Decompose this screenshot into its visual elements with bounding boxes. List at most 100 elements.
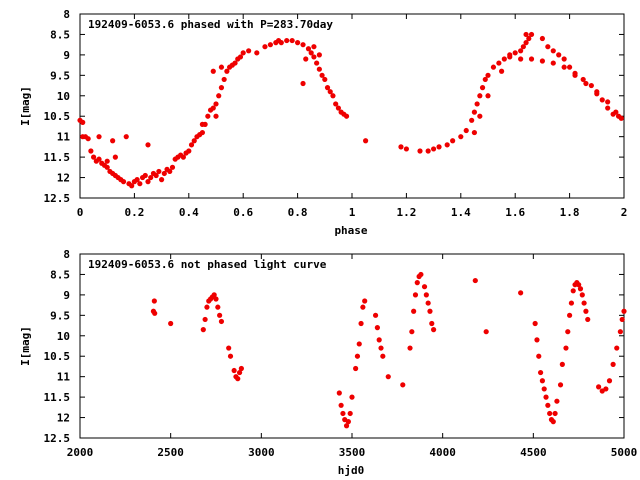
data-point	[345, 419, 351, 425]
data-point	[356, 341, 362, 347]
x-tick-label: 4000	[429, 446, 456, 459]
data-point	[518, 290, 524, 296]
y-tick-label: 12.5	[44, 432, 71, 445]
data-point	[528, 56, 535, 62]
y-tick-label: 11	[57, 131, 71, 144]
data-point	[152, 310, 158, 316]
data-point	[418, 271, 424, 278]
data-point	[308, 50, 314, 56]
data-point	[469, 117, 475, 123]
data-point	[545, 402, 551, 408]
data-point	[267, 42, 273, 48]
data-point	[231, 367, 237, 374]
data-point	[186, 148, 192, 154]
data-point	[330, 93, 336, 99]
x-tick-label: 3000	[248, 446, 275, 459]
data-point	[254, 50, 260, 56]
data-point	[123, 134, 129, 140]
data-point	[385, 374, 391, 380]
data-point	[610, 361, 616, 367]
data-point	[501, 56, 507, 62]
data-point	[472, 277, 478, 284]
data-point	[354, 353, 361, 359]
data-point	[210, 68, 216, 74]
data-point	[324, 85, 331, 91]
data-point	[518, 48, 524, 54]
data-point	[338, 402, 344, 408]
data-point	[583, 80, 589, 87]
x-tick-label: 1	[349, 206, 356, 219]
data-point	[407, 345, 413, 351]
data-point	[583, 308, 589, 314]
data-point	[412, 292, 419, 298]
data-point	[353, 365, 359, 372]
data-point	[536, 353, 542, 359]
data-point	[199, 121, 205, 127]
data-point	[594, 91, 600, 97]
data-point	[202, 316, 208, 323]
y-tick-label: 8	[63, 248, 70, 261]
data-point	[153, 172, 159, 179]
data-point	[431, 146, 437, 152]
data-point	[236, 369, 243, 376]
data-point	[398, 144, 404, 150]
data-point	[567, 312, 573, 318]
y-tick-label: 10	[57, 90, 70, 103]
x-tick-label: 2500	[157, 446, 184, 459]
x-axis-label: hjd0	[338, 464, 365, 477]
data-point	[603, 386, 609, 392]
data-point	[145, 179, 151, 185]
data-point	[380, 353, 386, 359]
data-point	[556, 52, 562, 58]
data-point	[262, 44, 268, 50]
data-point	[151, 298, 157, 304]
data-point	[526, 35, 532, 42]
y-tick-label: 11.5	[44, 391, 71, 404]
data-point	[518, 56, 524, 62]
data-point	[496, 60, 502, 66]
tick-group: 2000 2500 3000 3500 4000 4500 5000 8 8.5 9 9.5 10 10…	[44, 248, 638, 459]
data-point	[588, 82, 594, 89]
data-point	[539, 378, 546, 384]
data-point	[559, 361, 565, 367]
data-point	[218, 318, 225, 325]
data-point	[96, 134, 102, 140]
y-tick-label: 10	[57, 330, 70, 343]
data-point	[134, 177, 140, 183]
data-point	[507, 54, 513, 60]
x-tick-label: 2000	[67, 446, 94, 459]
data-point	[577, 286, 584, 292]
y-tick-label: 8.5	[50, 28, 70, 41]
data-point	[85, 136, 91, 142]
data-point	[606, 378, 613, 384]
data-point	[561, 64, 567, 70]
x-axis-label: phase	[334, 224, 367, 237]
data-point	[316, 66, 322, 72]
data-point	[563, 345, 569, 351]
data-point	[463, 127, 469, 134]
data-point	[159, 177, 165, 183]
y-tick-label: 11.5	[44, 151, 71, 164]
data-point	[235, 376, 241, 382]
x-tick-label: 3500	[339, 446, 366, 459]
data-point	[409, 329, 415, 335]
data-point	[224, 68, 230, 74]
data-point	[156, 168, 162, 175]
data-point	[550, 419, 556, 425]
data-point	[614, 345, 620, 351]
data-point	[523, 31, 529, 38]
data-point	[490, 64, 497, 70]
data-point	[539, 35, 546, 42]
data-point	[541, 386, 547, 392]
data-point	[567, 64, 573, 70]
plot-title: 192409-6053.6 phased with P=283.70day	[88, 18, 333, 31]
data-point	[167, 168, 173, 175]
data-point	[120, 179, 127, 185]
x-tick-label: 2	[621, 206, 628, 219]
data-point	[215, 304, 221, 310]
data-point	[216, 93, 222, 99]
data-point	[142, 172, 148, 179]
y-tick-label: 12	[57, 172, 70, 185]
data-point	[417, 148, 423, 154]
